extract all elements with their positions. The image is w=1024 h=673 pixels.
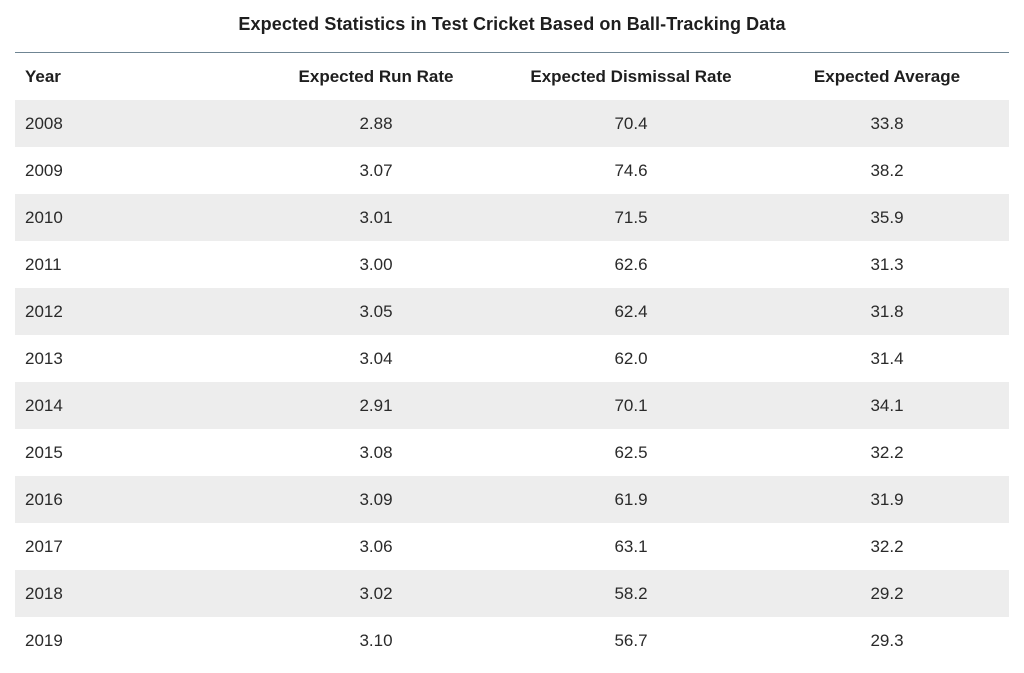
cell-year: 2017	[15, 523, 255, 570]
cell-run-rate: 3.06	[255, 523, 497, 570]
cell-dismissal-rate: 56.7	[497, 617, 765, 664]
column-header-dismissal-rate: Expected Dismissal Rate	[530, 66, 732, 86]
table-row: 2009 3.07 74.6 38.2	[15, 147, 1009, 194]
cell-run-rate: 3.04	[255, 335, 497, 382]
cell-run-rate: 3.10	[255, 617, 497, 664]
cell-year: 2016	[15, 476, 255, 523]
table-row: 2019 3.10 56.7 29.3	[15, 617, 1009, 664]
table-row: 2015 3.08 62.5 32.2	[15, 429, 1009, 476]
cell-dismissal-rate: 70.1	[497, 382, 765, 429]
header-rule	[15, 52, 1009, 53]
cell-average: 29.2	[765, 570, 1009, 617]
table-row: 2012 3.05 62.4 31.8	[15, 288, 1009, 335]
cell-average: 29.3	[765, 617, 1009, 664]
cell-dismissal-rate: 70.4	[497, 100, 765, 147]
table-row: 2016 3.09 61.9 31.9	[15, 476, 1009, 523]
cell-average: 31.3	[765, 241, 1009, 288]
cell-run-rate: 2.91	[255, 382, 497, 429]
cell-year: 2009	[15, 147, 255, 194]
table-row: 2018 3.02 58.2 29.2	[15, 570, 1009, 617]
cell-dismissal-rate: 62.0	[497, 335, 765, 382]
table-row: 2013 3.04 62.0 31.4	[15, 335, 1009, 382]
cell-average: 31.8	[765, 288, 1009, 335]
cell-dismissal-rate: 74.6	[497, 147, 765, 194]
table-row: 2017 3.06 63.1 32.2	[15, 523, 1009, 570]
cell-dismissal-rate: 71.5	[497, 194, 765, 241]
cell-run-rate: 3.09	[255, 476, 497, 523]
cell-year: 2013	[15, 335, 255, 382]
cell-dismissal-rate: 58.2	[497, 570, 765, 617]
cell-year: 2015	[15, 429, 255, 476]
table-row: 2014 2.91 70.1 34.1	[15, 382, 1009, 429]
table-body: 2008 2.88 70.4 33.8 2009 3.07 74.6 38.2 2010 3.01…	[15, 100, 1009, 664]
cell-year: 2011	[15, 241, 255, 288]
cell-dismissal-rate: 61.9	[497, 476, 765, 523]
cell-dismissal-rate: 63.1	[497, 523, 765, 570]
column-header-run-rate: Expected Run Rate	[298, 66, 454, 86]
cell-year: 2012	[15, 288, 255, 335]
cell-year: 2019	[15, 617, 255, 664]
cell-run-rate: 3.05	[255, 288, 497, 335]
cell-dismissal-rate: 62.6	[497, 241, 765, 288]
column-header-average: Expected Average	[813, 66, 961, 86]
cell-run-rate: 3.02	[255, 570, 497, 617]
table-row: 2008 2.88 70.4 33.8	[15, 100, 1009, 147]
cell-average: 38.2	[765, 147, 1009, 194]
cell-average: 34.1	[765, 382, 1009, 429]
cell-dismissal-rate: 62.4	[497, 288, 765, 335]
table-header: Year Expected Run Rate Expected Dismissa…	[15, 53, 1009, 100]
header-row: Year Expected Run Rate Expected Dismissa…	[15, 53, 1009, 100]
cell-average: 31.4	[765, 335, 1009, 382]
table-row: 2010 3.01 71.5 35.9	[15, 194, 1009, 241]
cell-average: 31.9	[765, 476, 1009, 523]
cell-run-rate: 3.00	[255, 241, 497, 288]
column-header-year: Year	[25, 66, 61, 86]
cell-year: 2018	[15, 570, 255, 617]
cell-year: 2008	[15, 100, 255, 147]
cell-run-rate: 2.88	[255, 100, 497, 147]
cell-run-rate: 3.01	[255, 194, 497, 241]
cell-run-rate: 3.08	[255, 429, 497, 476]
cell-dismissal-rate: 62.5	[497, 429, 765, 476]
cell-average: 33.8	[765, 100, 1009, 147]
cell-average: 32.2	[765, 429, 1009, 476]
cell-run-rate: 3.07	[255, 147, 497, 194]
cell-year: 2014	[15, 382, 255, 429]
cell-year: 2010	[15, 194, 255, 241]
stats-table: Year Expected Run Rate Expected Dismissa…	[15, 53, 1009, 664]
table-row: 2011 3.00 62.6 31.3	[15, 241, 1009, 288]
cell-average: 32.2	[765, 523, 1009, 570]
cell-average: 35.9	[765, 194, 1009, 241]
table-title: Expected Statistics in Test Cricket Base…	[238, 14, 786, 34]
